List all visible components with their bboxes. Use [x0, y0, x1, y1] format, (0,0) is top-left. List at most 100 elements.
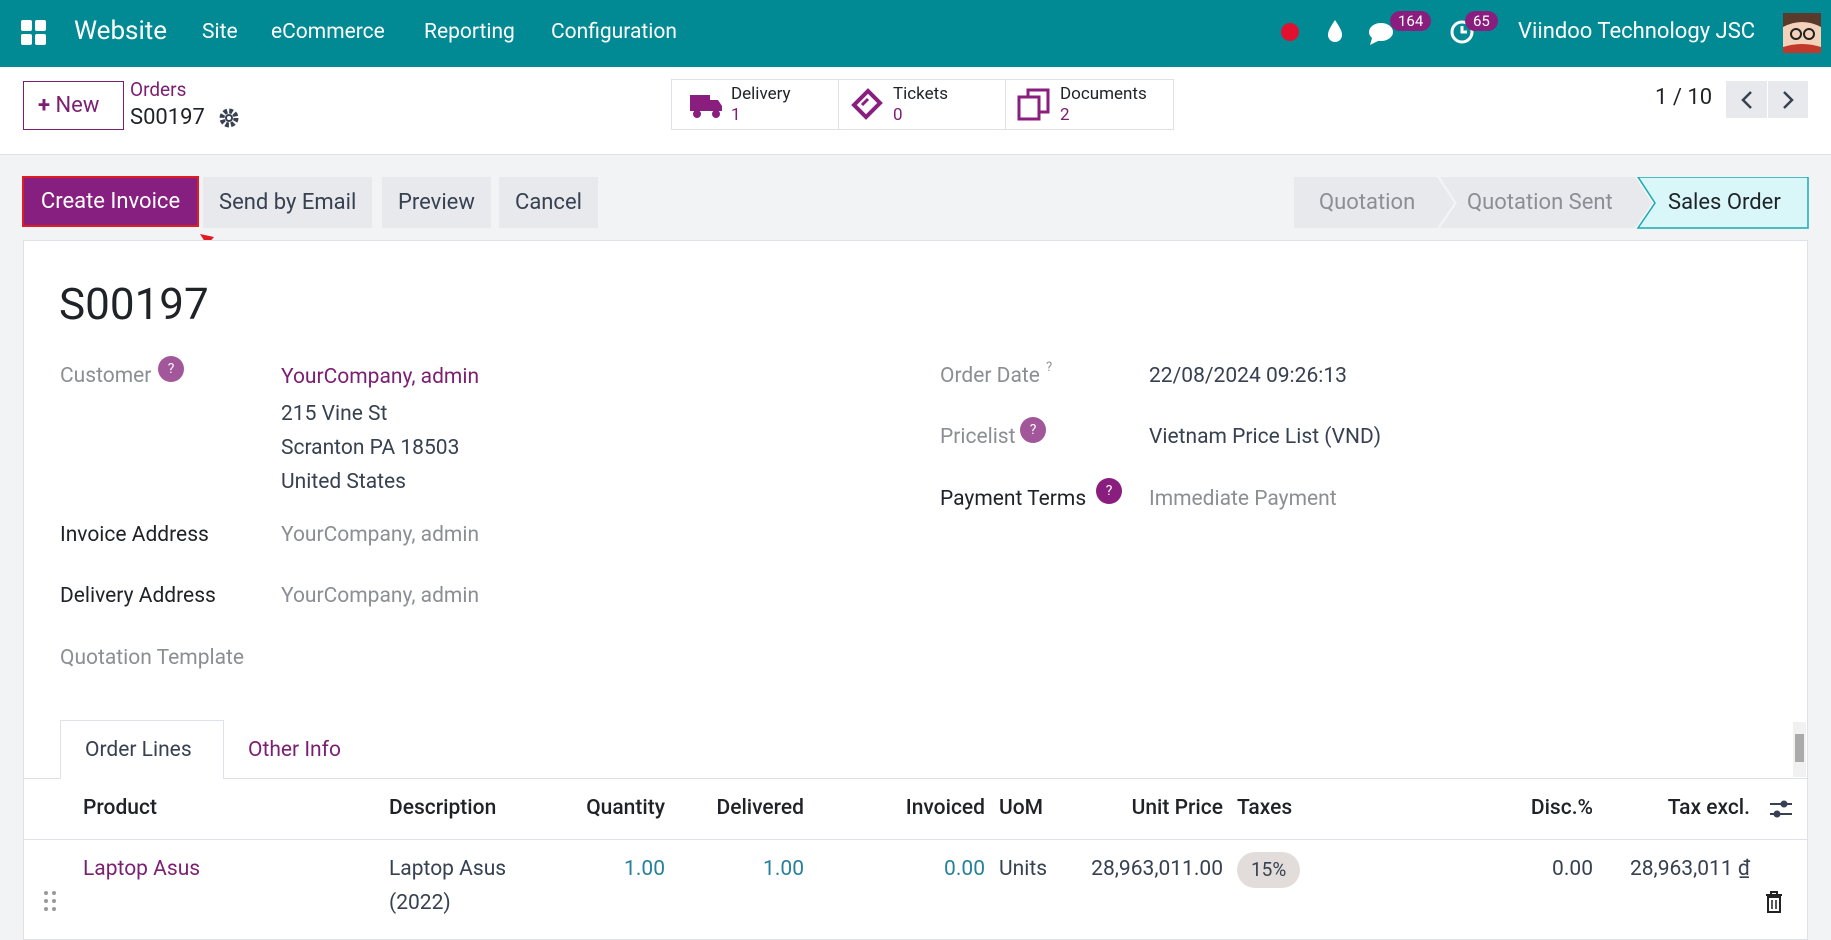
column-header[interactable]: Invoiced: [905, 796, 985, 820]
navbar: Website Site eCommerce Reporting Configu…: [0, 0, 1831, 67]
column-settings[interactable]: [1768, 798, 1794, 820]
help-icon[interactable]: ?: [1020, 417, 1046, 443]
field-value[interactable]: Vietnam Price List (VND): [1149, 425, 1382, 449]
avatar[interactable]: [1783, 13, 1821, 53]
smart-count[interactable]: 1: [731, 105, 741, 125]
column-header[interactable]: Tax excl.: [1667, 796, 1750, 820]
menu-item[interactable]: Reporting: [424, 20, 515, 44]
help-mark[interactable]: ?: [1046, 360, 1053, 375]
stage-label[interactable]: Sales Order: [1668, 190, 1781, 215]
tab-active: [60, 720, 224, 779]
smart-label[interactable]: Documents: [1060, 84, 1147, 104]
scrollbar-thumb[interactable]: [1795, 734, 1804, 762]
action-button[interactable]: Send by Email: [203, 177, 373, 228]
chat-icon[interactable]: [1368, 18, 1402, 46]
field-label: Quotation Template: [60, 646, 245, 670]
customer-name[interactable]: YourCompany, admin: [281, 365, 480, 389]
delete-icon[interactable]: [1764, 890, 1784, 914]
message-badge: 164: [1390, 11, 1432, 31]
control-panel: + New Orders S00197 Delivery 1 Tickets 0…: [0, 67, 1831, 155]
column-header[interactable]: Disc.%: [1530, 796, 1593, 820]
drag-handle[interactable]: [43, 890, 57, 912]
app-name[interactable]: Website: [74, 16, 168, 46]
cell: Units: [999, 857, 1048, 881]
cell: 0.00: [944, 857, 985, 881]
column-header[interactable]: Taxes: [1237, 796, 1293, 820]
column-header[interactable]: Delivered: [716, 796, 804, 820]
documents-icon[interactable]: [1016, 87, 1052, 121]
stage[interactable]: [1440, 177, 1652, 228]
field-value[interactable]: YourCompany, admin: [281, 584, 480, 608]
new-label: New: [55, 93, 100, 118]
cell: 1.00: [624, 857, 665, 881]
field-label: Pricelist: [940, 425, 1016, 449]
field-label: Invoice Address: [60, 523, 209, 547]
record-name: S00197: [130, 105, 205, 130]
cell: 28,963,011 ₫: [1629, 857, 1750, 881]
divider: [838, 79, 839, 130]
activity-badge: 65: [1465, 11, 1498, 31]
breadcrumb[interactable]: Orders: [130, 78, 187, 101]
cell[interactable]: Laptop Asus: [83, 857, 201, 881]
column-header[interactable]: UoM: [999, 796, 1044, 820]
address-line: 215 Vine St: [281, 402, 388, 426]
new-button[interactable]: + New: [23, 81, 124, 130]
tab-border: [23, 778, 1808, 779]
divider: [1767, 81, 1768, 118]
menu-item[interactable]: eCommerce: [271, 20, 385, 44]
stage-label[interactable]: Quotation: [1319, 190, 1416, 215]
next-button[interactable]: [1777, 89, 1797, 111]
column-header[interactable]: Description: [389, 796, 497, 820]
cell: 28,963,011.00: [1091, 857, 1223, 881]
stage-label[interactable]: Quotation Sent: [1467, 190, 1613, 215]
menu-item[interactable]: Site: [202, 20, 238, 44]
address-line: Scranton PA 18503: [281, 436, 460, 460]
prev-button[interactable]: [1738, 89, 1758, 111]
activity-icon[interactable]: [1449, 17, 1477, 45]
header-border: [23, 839, 1808, 840]
pager: 1 / 10: [1655, 85, 1713, 110]
field-label: Payment Terms: [940, 487, 1087, 511]
smart-label[interactable]: Delivery: [731, 84, 791, 104]
gear-icon[interactable]: [218, 107, 240, 129]
stage[interactable]: [1294, 177, 1454, 228]
cell: 0.00: [1552, 857, 1593, 881]
create-invoice-button[interactable]: Create Invoice: [22, 176, 199, 227]
tab[interactable]: Order Lines: [85, 738, 192, 762]
divider: [1005, 79, 1006, 130]
app-icon[interactable]: [21, 20, 47, 46]
smart-count[interactable]: 0: [893, 105, 903, 125]
help-icon[interactable]: ?: [1096, 478, 1122, 504]
address-line: United States: [281, 470, 406, 494]
stage-bar: [1294, 177, 1809, 229]
smart-label[interactable]: Tickets: [893, 84, 948, 104]
record-dot[interactable]: [1280, 21, 1300, 41]
field-label: Order Date: [940, 364, 1040, 388]
cell: 1.00: [763, 857, 804, 881]
field-value[interactable]: YourCompany, admin: [281, 523, 480, 547]
field-label: Customer: [60, 364, 152, 388]
ticket-icon[interactable]: [850, 87, 884, 121]
stage-current[interactable]: [1636, 177, 1809, 229]
field-label: Delivery Address: [60, 584, 216, 608]
form-title: S00197: [59, 278, 209, 330]
form-sheet: [23, 240, 1808, 940]
drop-icon[interactable]: [1325, 18, 1345, 44]
menu-item[interactable]: Configuration: [551, 20, 677, 44]
field-value[interactable]: Immediate Payment: [1149, 487, 1337, 511]
smart-buttons: [671, 79, 1174, 130]
action-button[interactable]: Preview: [382, 177, 491, 228]
help-icon[interactable]: ?: [158, 356, 184, 382]
tab[interactable]: Other Info: [248, 738, 341, 762]
action-button[interactable]: Cancel: [499, 177, 598, 228]
column-header[interactable]: Unit Price: [1131, 796, 1223, 820]
cell: Laptop Asus (2022): [389, 857, 507, 915]
delivery-icon[interactable]: [688, 89, 724, 121]
company-name[interactable]: Viindoo Technology JSC: [1518, 19, 1756, 44]
tax-badge[interactable]: 15%: [1237, 852, 1301, 888]
smart-count[interactable]: 2: [1060, 105, 1070, 125]
column-header[interactable]: Quantity: [586, 796, 665, 820]
field-value[interactable]: 22/08/2024 09:26:13: [1149, 364, 1347, 388]
column-header[interactable]: Product: [83, 796, 157, 820]
